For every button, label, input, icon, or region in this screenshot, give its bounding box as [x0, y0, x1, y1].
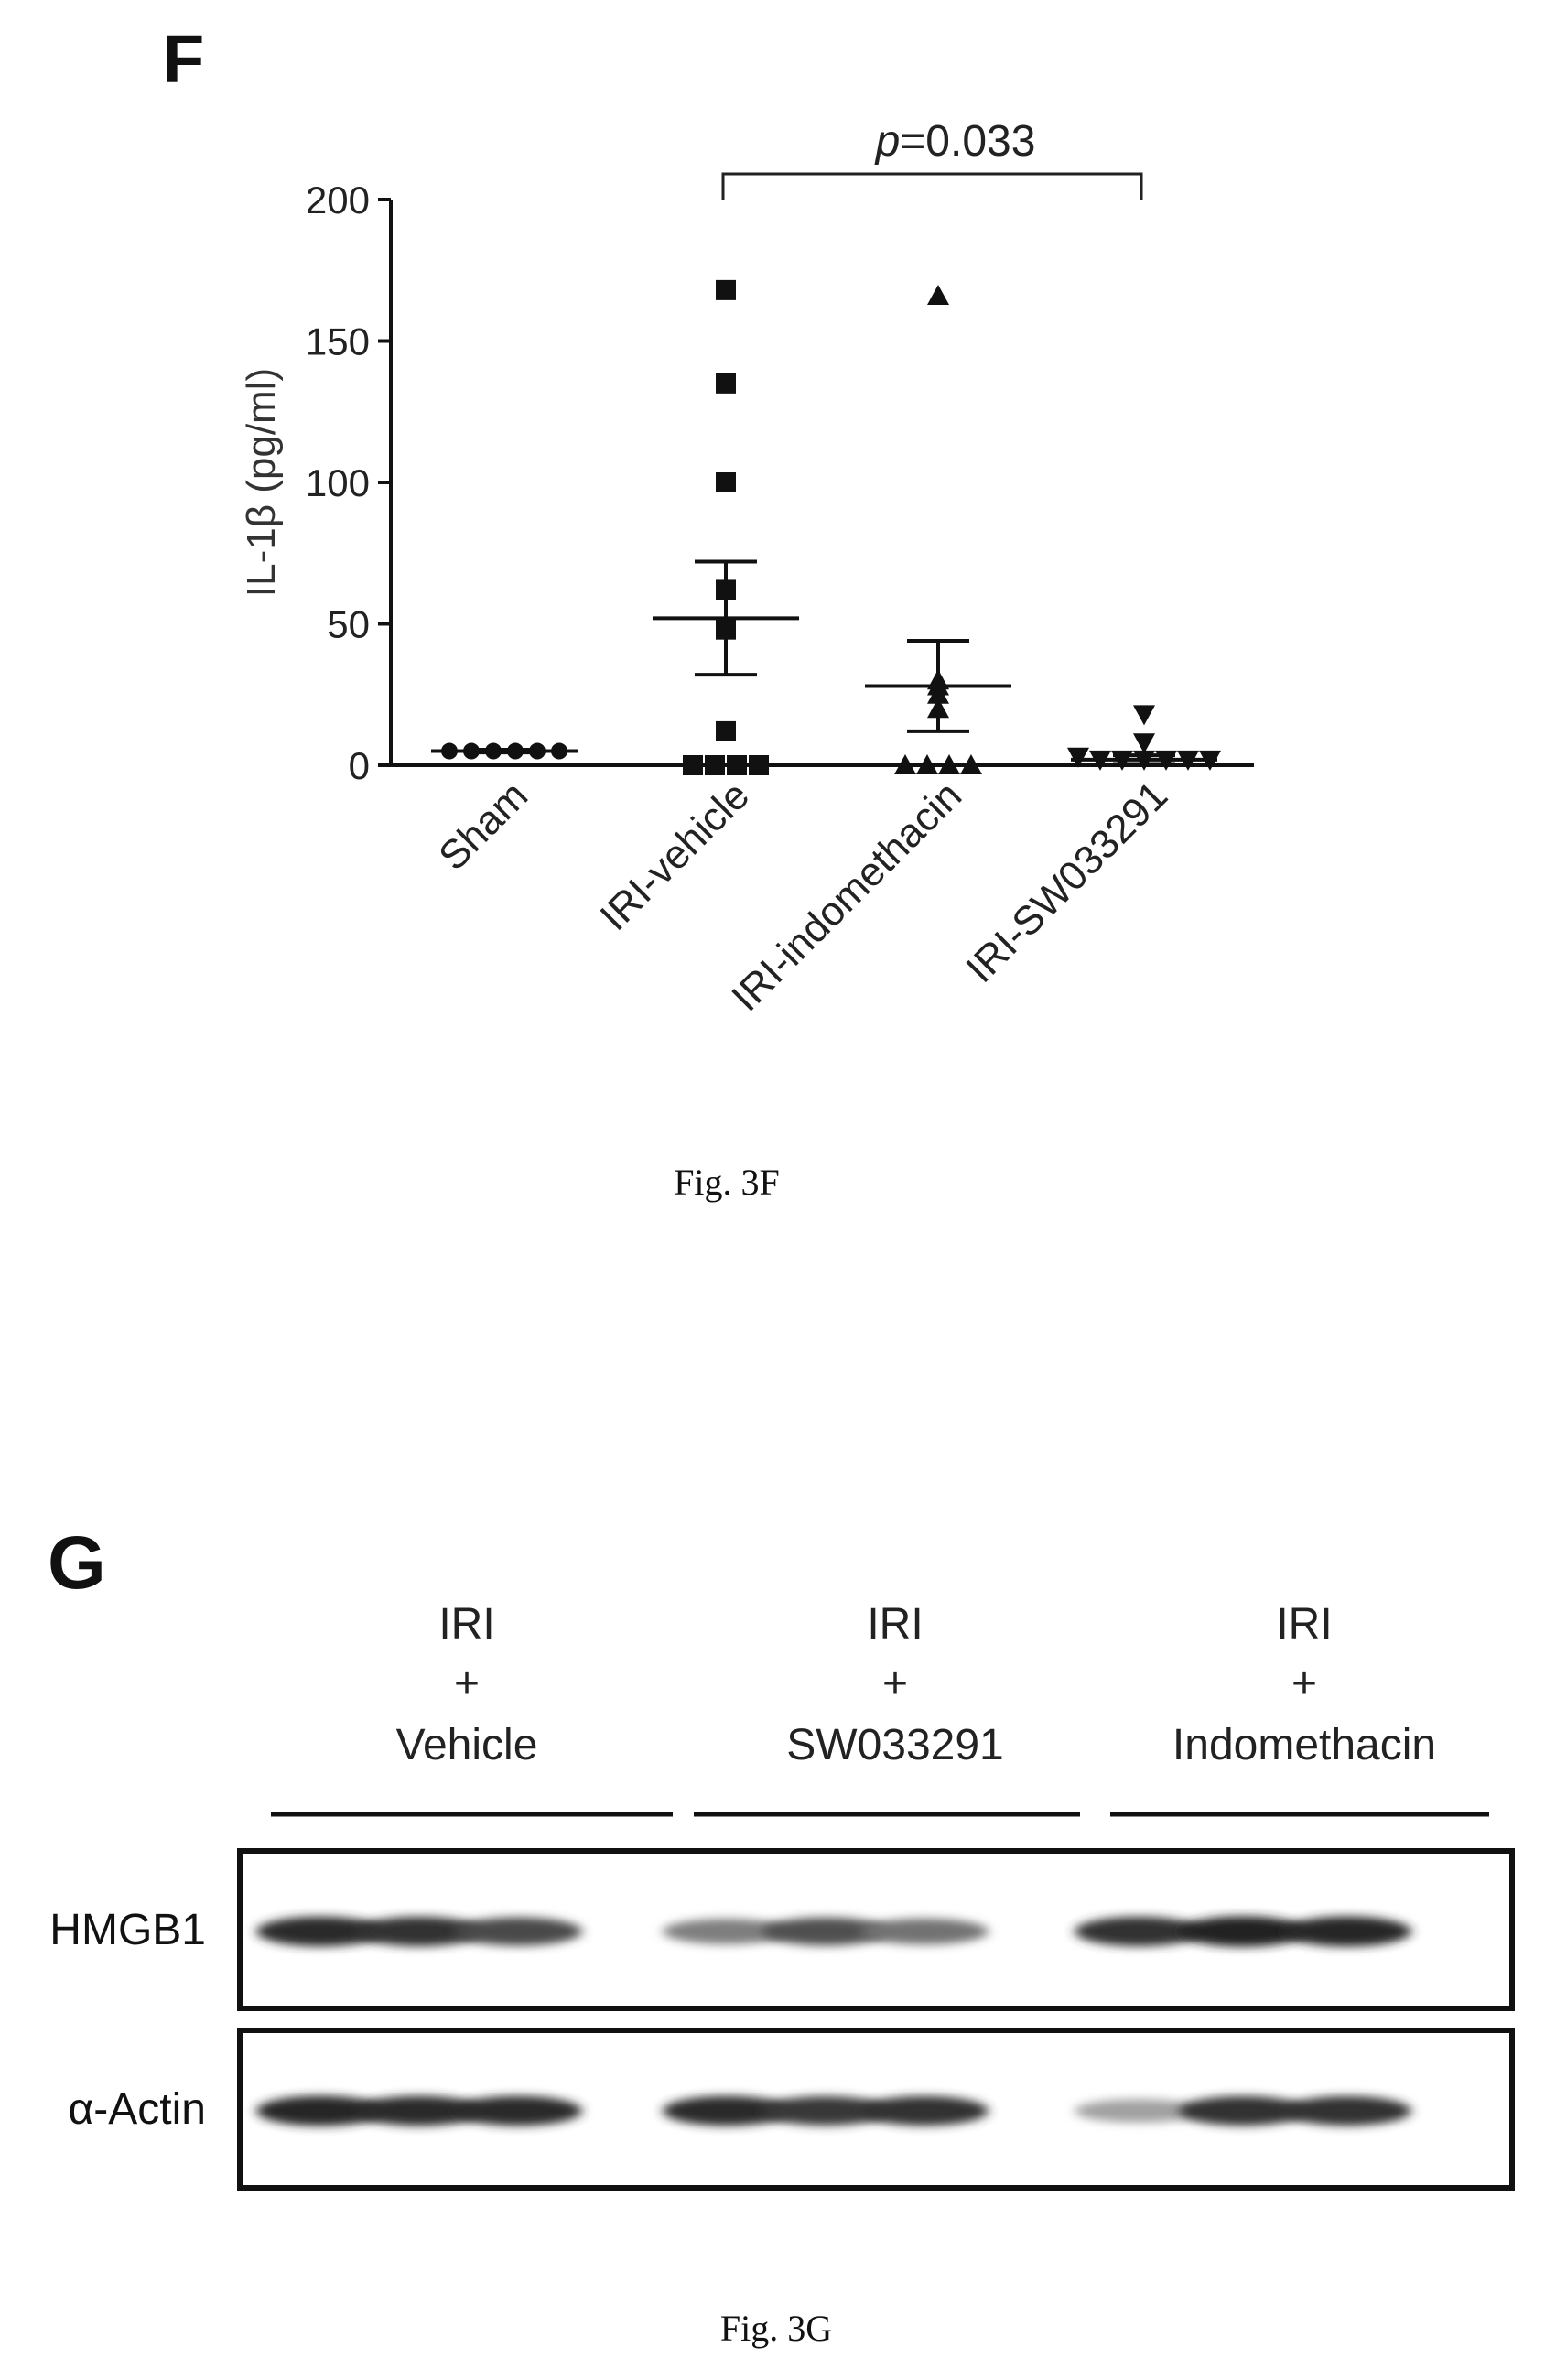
group-header-line1: IRI [1276, 1600, 1332, 1649]
blot-band [860, 1918, 989, 1945]
x-tick-label: IRI-vehicle [591, 773, 758, 939]
error-bars [431, 559, 1217, 766]
group-header-line3: Vehicle [396, 1721, 538, 1769]
blot-band [355, 2095, 483, 2126]
x-tick-labels: Sham IRI-vehicleIRI-indomethacinIRI-SW033… [430, 773, 1176, 1020]
blot-row-label: α-Actin [69, 2085, 206, 2134]
p-value-text: =0.033 [900, 117, 1035, 166]
panel-g-letter: G [48, 1521, 106, 1605]
blot-band [1179, 1916, 1307, 1947]
blot-band [1179, 2095, 1307, 2126]
data-point-square [705, 755, 725, 775]
data-point-triangle-up [916, 754, 938, 774]
y-tick-label: 200 [306, 178, 370, 222]
panel-f-letter: F [163, 21, 204, 97]
group-header-line1: IRI [438, 1600, 494, 1649]
group-header-line2: + [882, 1660, 908, 1708]
caption-fig-3g: Fig. 3G [720, 2308, 832, 2349]
blot-band [256, 2095, 384, 2126]
x-tick-label: IRI-SW033291 [957, 773, 1176, 991]
y-tick-label: 100 [306, 461, 370, 504]
data-point-triangle-down [1133, 733, 1155, 754]
blot-band [1075, 1916, 1203, 1947]
data-point-triangle-up [938, 754, 960, 774]
blot-band [1075, 2099, 1203, 2123]
y-axis-label: IL-1β (pg/ml) [239, 368, 284, 597]
data-point-square [727, 755, 747, 775]
data-point-square [716, 373, 736, 394]
y-tick-label: 50 [327, 603, 370, 646]
data-point-square [749, 755, 769, 775]
blot-band [663, 2095, 791, 2126]
data-point-square [716, 720, 736, 741]
blot-band [454, 2095, 582, 2126]
blot-band [860, 2095, 989, 2126]
blot-band [762, 1917, 890, 1946]
group-header-line2: + [1291, 1660, 1317, 1708]
blot-band [1283, 2095, 1411, 2126]
group-header-line3: Indomethacin [1172, 1721, 1436, 1769]
blot-band [663, 1919, 791, 1944]
data-point-triangle-down [1133, 705, 1155, 726]
data-points [441, 279, 1221, 775]
western-blots: HMGB1 α-Actin [49, 1848, 1515, 2191]
blot-band [256, 1916, 384, 1947]
caption-fig-3f: Fig. 3F [674, 1162, 780, 1203]
blot-group-headers: IRI + Vehicle IRI + SW033291 IRI + Indomethacin [271, 1600, 1489, 1817]
blot-band [454, 1917, 582, 1946]
blot-band [355, 1916, 483, 1947]
p-value-label: p=0.033 [874, 117, 1036, 166]
significance-bracket [721, 172, 1143, 200]
x-tick-label: Sham [430, 773, 536, 879]
p-value-prefix: p [874, 117, 901, 166]
x-tick-label: IRI-indomethacin [723, 773, 970, 1020]
blot-band [1283, 1916, 1411, 1947]
data-point-square [683, 755, 703, 775]
group-header-line2: + [454, 1660, 480, 1708]
data-point-triangle-down [1067, 747, 1089, 768]
data-point-square [716, 472, 736, 492]
group-header-line3: SW033291 [786, 1721, 1004, 1769]
data-point-triangle-up [927, 285, 949, 306]
blot-row-label: HMGB1 [49, 1906, 206, 1954]
data-point-triangle-up [894, 754, 916, 774]
y-ticks: 0 50 100 150 200 [306, 178, 391, 787]
group-header-line1: IRI [867, 1600, 923, 1649]
y-tick-label: 150 [306, 320, 370, 363]
blot-band [762, 2096, 890, 2126]
y-tick-label: 0 [349, 744, 370, 787]
data-point-triangle-up [960, 754, 982, 774]
data-point-square [716, 279, 736, 300]
